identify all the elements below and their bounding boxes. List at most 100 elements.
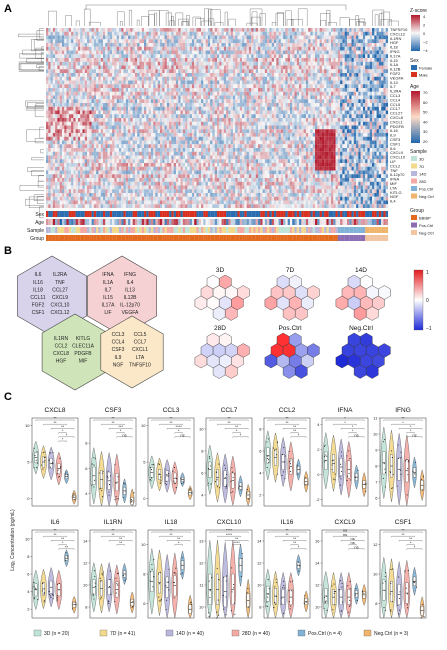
heatmap-cell xyxy=(262,91,265,96)
heatmap-cell xyxy=(378,31,382,36)
heatmap-cell xyxy=(232,35,236,40)
heatmap-cell xyxy=(317,144,320,149)
heatmap-cell xyxy=(205,95,208,100)
heatmap-cell xyxy=(150,121,154,126)
heatmap-cell xyxy=(214,54,218,59)
heatmap-cell xyxy=(312,46,316,51)
heatmap-cell xyxy=(360,114,363,119)
heatmap-cell xyxy=(335,129,338,134)
heatmap-cell xyxy=(207,136,211,141)
heatmap-cell xyxy=(114,50,117,55)
heatmap-cell xyxy=(226,121,229,126)
heatmap-cell xyxy=(351,80,354,85)
heatmap-cell xyxy=(230,69,234,74)
heatmap-cell xyxy=(378,69,382,74)
heatmap-cell xyxy=(374,136,377,141)
heatmap-cell xyxy=(260,140,263,145)
heatmap-cell xyxy=(175,144,179,149)
heatmap-cell xyxy=(310,69,313,74)
heatmap-cell xyxy=(365,103,368,107)
heatmap-cell xyxy=(262,54,265,59)
heatmap-cell xyxy=(385,140,389,145)
heatmap-cell xyxy=(198,148,202,152)
heatmap-cell xyxy=(260,114,263,119)
heatmap-cell xyxy=(203,121,206,126)
dendrogram-branch xyxy=(165,12,172,26)
heatmap-cell xyxy=(175,69,179,74)
heatmap-cell xyxy=(337,50,341,55)
heatmap-cell xyxy=(107,58,110,62)
heatmap-cell xyxy=(221,140,224,145)
heatmap-cell xyxy=(378,133,382,137)
heatmap-cell xyxy=(340,136,343,141)
heatmap-cell xyxy=(166,121,170,126)
heatmap-cell xyxy=(342,133,345,137)
heatmap-cell xyxy=(196,103,199,107)
heatmap-cell xyxy=(351,69,354,74)
heatmap-cell xyxy=(139,58,142,62)
heatmap-cell xyxy=(59,46,63,51)
heatmap-cell xyxy=(292,136,295,141)
heatmap-cell xyxy=(317,46,320,51)
heatmap-cell xyxy=(148,65,151,70)
heatmap-cell xyxy=(121,39,124,44)
heatmap-cell xyxy=(324,43,327,47)
heatmap-cell xyxy=(301,31,304,36)
heatmap-cell xyxy=(48,91,51,96)
heatmap-cell xyxy=(276,106,279,111)
heatmap-cell xyxy=(221,73,224,77)
heatmap-cell xyxy=(331,84,334,89)
heatmap-cell xyxy=(292,31,295,36)
heatmap-cell xyxy=(253,125,256,130)
heatmap-cell xyxy=(358,133,361,137)
heatmap-cell xyxy=(103,91,106,96)
heatmap-cell xyxy=(59,91,63,96)
heatmap-cell xyxy=(207,110,211,115)
heatmap-cell xyxy=(187,69,190,74)
heatmap-cell xyxy=(93,129,97,134)
heatmap-cell xyxy=(342,50,345,55)
heatmap-cell xyxy=(50,148,53,152)
heatmap-cell xyxy=(362,69,366,74)
heatmap-cell xyxy=(267,136,270,141)
heatmap-cell xyxy=(182,118,186,122)
zscore-heatmap[interactable] xyxy=(46,28,389,209)
heatmap-cell xyxy=(324,118,327,122)
heatmap-cell xyxy=(310,28,313,32)
heatmap-cell xyxy=(150,114,154,119)
heatmap-cell xyxy=(328,28,332,32)
heatmap-cell xyxy=(365,110,368,115)
heatmap-cell xyxy=(267,95,270,100)
heatmap-cell xyxy=(308,69,311,74)
heatmap-cell xyxy=(351,58,354,62)
heatmap-cell xyxy=(146,99,149,104)
heatmap-cell xyxy=(315,144,318,149)
heatmap-cell xyxy=(196,39,199,44)
heatmap-cell xyxy=(64,118,67,122)
heatmap-cell xyxy=(203,140,206,145)
heatmap-cell xyxy=(160,91,163,96)
heatmap-cell xyxy=(144,84,147,89)
heatmap-cell xyxy=(173,73,177,77)
heatmap-cell xyxy=(187,133,190,137)
heatmap-cell xyxy=(144,73,147,77)
heatmap-cell xyxy=(358,114,361,119)
dendrogram-branch xyxy=(275,13,284,26)
heatmap-cell xyxy=(205,129,208,134)
heatmap-cell xyxy=(342,76,345,81)
heatmap-cell xyxy=(226,129,229,134)
heatmap-cell xyxy=(365,39,368,44)
heatmap-cell xyxy=(207,84,211,89)
heatmap-cell xyxy=(59,35,63,40)
heatmap-cell xyxy=(324,88,327,92)
heatmap-cell xyxy=(68,129,72,134)
heatmap-cell xyxy=(59,114,63,119)
heatmap-cell xyxy=(346,61,350,66)
heatmap-cell xyxy=(237,76,240,81)
heatmap-cell xyxy=(315,136,318,141)
heatmap-cell xyxy=(356,114,359,119)
heatmap-cell xyxy=(342,73,345,77)
heatmap-cell xyxy=(171,103,174,107)
heatmap-cell xyxy=(303,106,306,111)
heatmap-cell xyxy=(64,73,67,77)
